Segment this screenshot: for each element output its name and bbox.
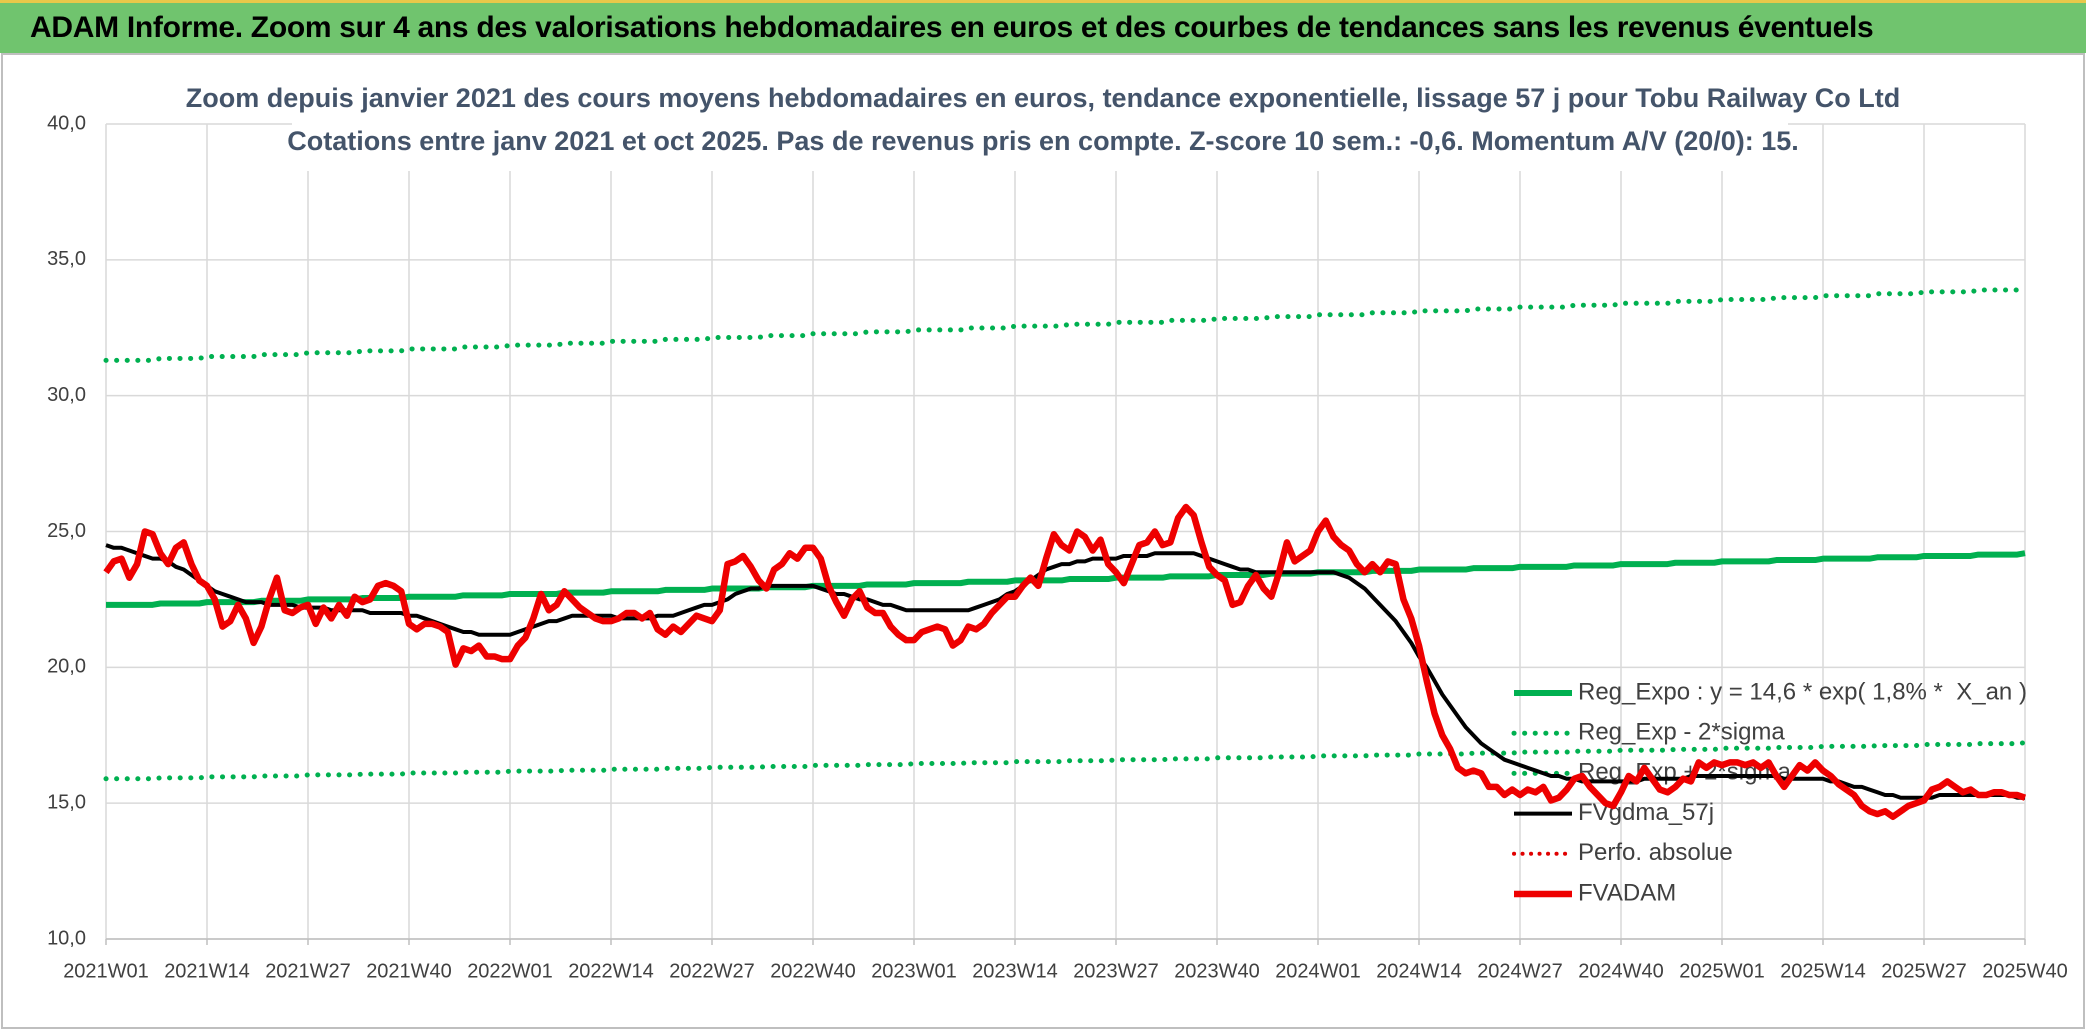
x-tick-label: 2023W14 bbox=[972, 960, 1058, 982]
chart-title: Zoom depuis janvier 2021 des cours moyen… bbox=[186, 83, 1900, 113]
x-tick-label: 2021W01 bbox=[63, 960, 149, 982]
banner: ADAM Informe. Zoom sur 4 ans des valoris… bbox=[0, 0, 2086, 53]
x-tick-label: 2024W40 bbox=[1578, 960, 1664, 982]
x-tick-label: 2024W01 bbox=[1275, 960, 1361, 982]
x-tick-label: 2022W01 bbox=[467, 960, 553, 982]
x-tick-label: 2024W27 bbox=[1477, 960, 1563, 982]
x-tick-label: 2024W14 bbox=[1376, 960, 1462, 982]
x-tick-label: 2023W01 bbox=[871, 960, 957, 982]
series-line bbox=[105, 543, 2025, 800]
axes: 10,0 15,0 20,0 25,0 30,0 35,0 40,0 2021W01 2021W… bbox=[47, 112, 2068, 982]
x-tick-label: 2022W14 bbox=[568, 960, 654, 982]
x-tick-label: 2025W40 bbox=[1982, 960, 2068, 982]
lines bbox=[103, 285, 2028, 820]
x-tick-label: 2023W27 bbox=[1073, 960, 1159, 982]
title-background bbox=[292, 79, 1788, 171]
x-tick-label: 2021W14 bbox=[164, 960, 250, 982]
y-tick-label: 25,0 bbox=[47, 520, 86, 542]
grid bbox=[105, 123, 2026, 940]
x-tick-label: 2023W40 bbox=[1174, 960, 1260, 982]
x-tick-label: 2025W01 bbox=[1679, 960, 1765, 982]
legend-label: Reg_Exp - 2*sigma bbox=[1578, 719, 1785, 746]
series-line bbox=[103, 285, 2028, 363]
x-tick-label: 2021W27 bbox=[265, 960, 351, 982]
legend-label: FVADAM bbox=[1578, 879, 1676, 906]
chart-frame bbox=[1, 53, 2085, 1029]
y-tick-label: 10,0 bbox=[47, 927, 86, 949]
y-tick-label: 15,0 bbox=[47, 791, 86, 813]
legend-label: FVgdma_57j bbox=[1578, 799, 1714, 826]
x-tick-label: 2025W14 bbox=[1780, 960, 1866, 982]
chart-subtitle: Cotations entre janv 2021 et oct 2025. P… bbox=[287, 126, 1799, 156]
x-tick-label: 2022W40 bbox=[770, 960, 856, 982]
y-tick-label: 35,0 bbox=[47, 248, 86, 270]
series-line bbox=[103, 740, 2028, 782]
x-tick-label: 2022W27 bbox=[669, 960, 755, 982]
y-tick-label: 30,0 bbox=[47, 384, 86, 406]
y-tick-label: 40,0 bbox=[47, 112, 86, 134]
y-tick-label: 20,0 bbox=[47, 656, 86, 678]
banner-title: ADAM Informe. Zoom sur 4 ans des valoris… bbox=[30, 11, 1874, 44]
legend-label: Perfo. absolue bbox=[1578, 839, 1733, 866]
x-tick-label: 2021W40 bbox=[366, 960, 452, 982]
series-line bbox=[106, 550, 2026, 608]
legend: Reg_Expo : y = 14,6 * exp( 1,8% * X_an )… bbox=[1511, 678, 2027, 906]
legend-label: Reg_Expo : y = 14,6 * exp( 1,8% * X_an ) bbox=[1578, 678, 2027, 705]
chart: Reg_Expo : y = 14,6 * exp( 1,8% * X_an )… bbox=[1, 53, 2085, 1029]
series-line bbox=[103, 503, 2027, 820]
x-tick-label: 2025W27 bbox=[1881, 960, 1967, 982]
